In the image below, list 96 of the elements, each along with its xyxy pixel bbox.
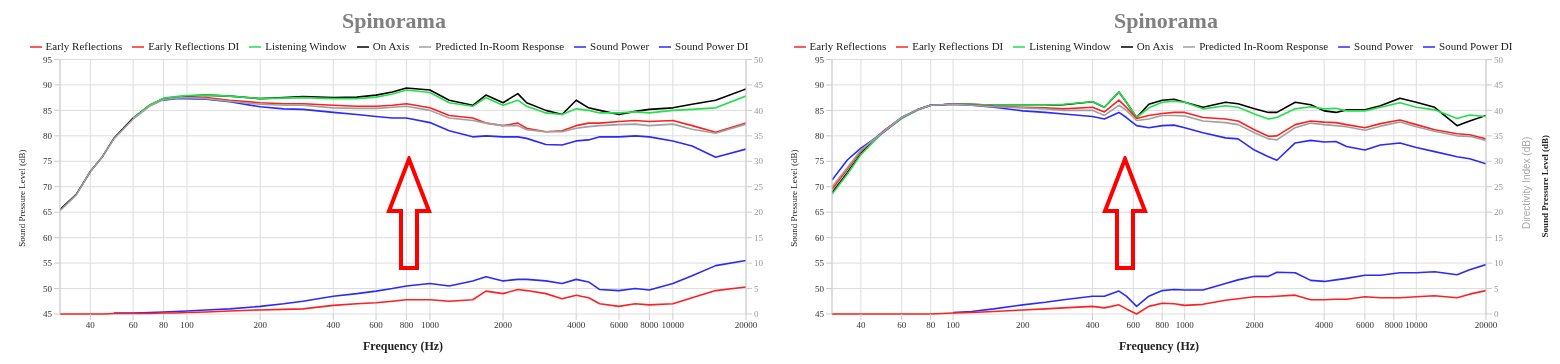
y2-tick-label: 20 xyxy=(1494,207,1504,218)
x-tick-label: 4000 xyxy=(567,320,586,331)
y-axis-title: Sound Pressure Level (dB) xyxy=(17,149,28,247)
x-tick-label: 10000 xyxy=(661,320,685,331)
chart-title: Spinorama xyxy=(341,8,447,35)
legend-label: Early Reflections xyxy=(809,40,887,52)
y2-tick-label: 25 xyxy=(1494,181,1504,192)
x-tick-label: 1000 xyxy=(1175,320,1195,331)
y-tick-label: 95 xyxy=(815,54,825,65)
legend-label: Predicted In-Room Response xyxy=(1199,40,1329,52)
y2-tick-label: 30 xyxy=(754,156,764,167)
y2-tick-label: 15 xyxy=(754,232,764,243)
x-tick-label: 600 xyxy=(1126,320,1141,331)
y-tick-label: 80 xyxy=(43,131,53,142)
y-tick-label: 70 xyxy=(43,181,53,192)
y-tick-label: 45 xyxy=(43,309,53,320)
legend-label: Early Reflections DI xyxy=(912,40,1004,52)
y2-tick-label: 45 xyxy=(1494,80,1504,91)
x-tick-label: 100 xyxy=(946,320,961,331)
y2-tick-label: 0 xyxy=(754,309,759,320)
y2-tick-label: 5 xyxy=(1494,283,1499,294)
x-tick-label: 800 xyxy=(399,320,414,331)
legend-label: Early Reflections xyxy=(45,40,123,52)
x-tick-label: 40 xyxy=(85,320,96,331)
y-tick-label: 90 xyxy=(815,80,825,91)
x-tick-label: 80 xyxy=(926,320,936,331)
y-tick-label: 50 xyxy=(43,283,53,294)
y-tick-label: 65 xyxy=(815,207,825,218)
y-tick-label: 85 xyxy=(43,105,53,116)
y-tick-label: 65 xyxy=(43,207,53,218)
legend-label: Listening Window xyxy=(1029,40,1111,52)
y-tick-label: 55 xyxy=(815,258,825,269)
x-tick-label: 200 xyxy=(1016,320,1031,331)
x-tick-label: 10000 xyxy=(1405,320,1429,331)
x-tick-label: 8000 xyxy=(1384,320,1404,331)
x-tick-label: 40 xyxy=(856,320,866,331)
y-tick-label: 90 xyxy=(43,80,53,91)
y-tick-label: 70 xyxy=(815,181,825,192)
x-tick-label: 400 xyxy=(1085,320,1100,331)
legend-label: Sound Power xyxy=(1354,40,1414,52)
x-tick-label: 60 xyxy=(128,320,139,331)
x-tick-label: 20000 xyxy=(1474,320,1498,331)
legend-label: Sound Power xyxy=(590,40,650,52)
x-tick-label: 400 xyxy=(326,320,341,331)
x-tick-label: 100 xyxy=(180,320,195,331)
x-tick-label: 800 xyxy=(1155,320,1170,331)
y2-tick-label: 50 xyxy=(754,54,764,65)
y2-tick-label: 20 xyxy=(754,207,764,218)
legend-label: Predicted In-Room Response xyxy=(435,40,565,52)
y2-tick-label: 10 xyxy=(754,258,764,269)
y2-tick-label: 40 xyxy=(1494,105,1504,116)
y-axis-title: Sound Pressure Level (dB) xyxy=(789,149,800,247)
x-tick-label: 200 xyxy=(253,320,268,331)
y2-tick-label: 5 xyxy=(754,283,759,294)
y2-tick-label: 40 xyxy=(754,105,764,116)
x-tick-label: 20000 xyxy=(734,320,758,331)
y2-tick-label: 25 xyxy=(754,181,764,192)
x-tick-label: 4000 xyxy=(1315,320,1334,331)
x-tick-label: 80 xyxy=(158,320,169,331)
y2-tick-label: 15 xyxy=(1494,232,1504,243)
x-axis-title: Frequency (Hz) xyxy=(362,339,444,353)
x-tick-label: 60 xyxy=(897,320,907,331)
y2-tick-label: 0 xyxy=(1494,309,1499,320)
y2-tick-label: 35 xyxy=(754,131,764,142)
y-tick-label: 55 xyxy=(43,258,53,269)
legend-label: On Axis xyxy=(1136,40,1174,52)
y-tick-label: 50 xyxy=(815,283,825,294)
x-tick-label: 6000 xyxy=(1355,320,1375,331)
y-tick-label: 95 xyxy=(43,54,53,65)
legend-label: Early Reflections DI xyxy=(148,40,240,52)
y2-tick-label: 50 xyxy=(1494,54,1504,65)
legend-label: Sound Power DI xyxy=(1439,40,1513,52)
y-tick-label: 60 xyxy=(43,232,53,243)
y2-tick-label: 10 xyxy=(1494,258,1504,269)
x-tick-label: 8000 xyxy=(640,320,659,331)
text: Sound Pressure Level (dB) xyxy=(1540,134,1550,238)
y-tick-label: 60 xyxy=(815,232,825,243)
legend-label: On Axis xyxy=(372,40,410,52)
y2-tick-label: 35 xyxy=(1494,131,1504,142)
chart-title: Spinorama xyxy=(1113,8,1219,35)
y-tick-label: 85 xyxy=(815,105,825,116)
x-axis-title: Frequency (Hz) xyxy=(1118,339,1200,353)
x-tick-label: 1000 xyxy=(420,320,440,331)
y2-tick-label: 45 xyxy=(754,80,764,91)
y-tick-label: 80 xyxy=(815,131,825,142)
y2-axis-title: Directivity Index (dB) xyxy=(1520,136,1532,229)
x-tick-label: 2000 xyxy=(1245,320,1264,331)
x-tick-label: 6000 xyxy=(609,320,629,331)
x-tick-label: 600 xyxy=(369,320,384,331)
legend-label: Listening Window xyxy=(265,40,347,52)
y-tick-label: 75 xyxy=(815,156,825,167)
y-tick-label: 45 xyxy=(815,309,825,320)
y2-tick-label: 30 xyxy=(1494,156,1504,167)
y-tick-label: 75 xyxy=(43,156,53,167)
legend-label: Sound Power DI xyxy=(675,40,749,52)
x-tick-label: 2000 xyxy=(494,320,513,331)
